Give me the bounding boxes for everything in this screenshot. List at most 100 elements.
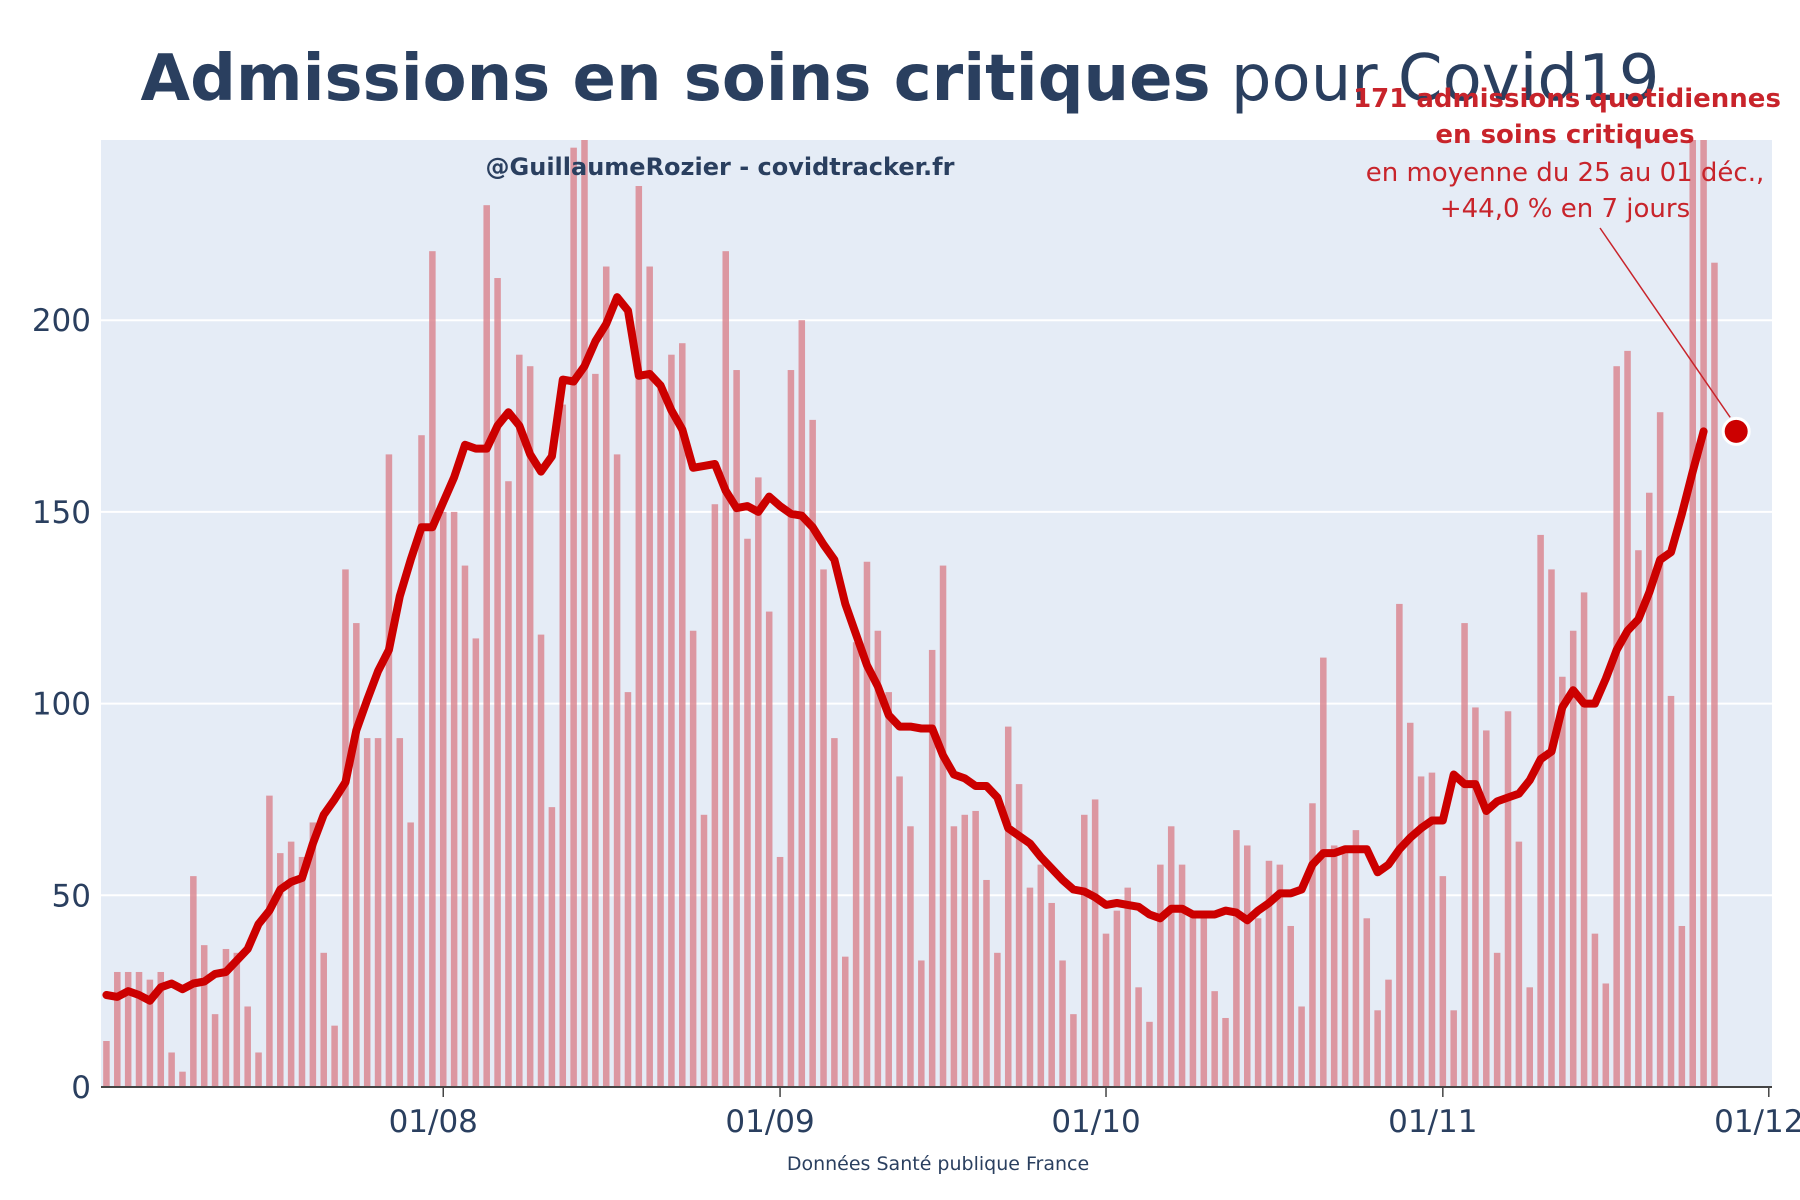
bar [1178,864,1186,1087]
bar [635,186,643,1087]
bar [287,841,295,1087]
bar [581,140,588,1087]
bar [863,561,871,1087]
bar [1081,814,1088,1087]
bar [1004,726,1012,1087]
highlight-point [1721,416,1751,446]
bar [624,692,632,1087]
bar [1298,1006,1305,1087]
title-regular: pour Covid19 [1211,42,1660,116]
bar [689,630,697,1087]
bar [1406,722,1414,1087]
bar [1624,350,1631,1087]
bar [602,266,610,1087]
bar [374,738,382,1087]
bar [429,251,436,1088]
bar [1646,492,1653,1087]
bar [765,611,773,1087]
bar [135,971,143,1087]
y-tick-label: 200 [32,303,91,339]
bar [1135,987,1142,1087]
bar [983,879,990,1087]
bar [309,822,317,1087]
bar [266,795,273,1087]
bar [1341,849,1349,1087]
bar [179,1071,186,1087]
bar [211,1014,219,1087]
bar [1526,987,1534,1087]
bar [657,389,664,1087]
bar [668,354,675,1087]
bar [1015,784,1023,1087]
bar [918,960,925,1087]
bar [516,354,523,1087]
bar [505,481,512,1088]
bar [483,205,490,1088]
annotation-line4: +44,0 % en 7 jours [1440,194,1690,224]
bar [124,971,132,1087]
bar [450,511,458,1087]
bar [1472,707,1479,1087]
annotation-arrow [1599,227,1731,418]
bar [928,649,936,1087]
bar [559,404,567,1087]
bar [526,366,534,1087]
bar [1330,845,1338,1087]
bar [1059,960,1066,1087]
x-tick-label: 01/12 [1714,1104,1800,1140]
bar [1537,534,1544,1087]
bar [820,569,827,1087]
bar [939,565,947,1087]
bar [222,948,230,1087]
bar [1048,902,1055,1087]
bar [1667,695,1675,1087]
bar [1243,845,1251,1087]
chart-title: Admissions en soins critiques pour Covid… [141,42,1660,116]
bar [396,738,404,1087]
bar [1711,262,1718,1088]
bar [700,814,708,1087]
bar [1146,1021,1153,1087]
bar [592,373,599,1087]
bar [146,979,154,1087]
bar [1559,676,1566,1087]
bar [646,266,653,1087]
bar [342,569,349,1087]
bar [157,971,165,1087]
bar [1483,730,1490,1087]
bar [972,810,979,1087]
bar [1211,991,1218,1087]
bar [1157,864,1164,1087]
bar [1026,887,1034,1087]
bar [233,952,241,1087]
bar [1678,925,1686,1087]
bar [994,952,1001,1087]
bar [744,538,751,1087]
bar [1309,803,1316,1087]
bar [439,511,447,1087]
bar [787,370,795,1087]
annotation-line3: en moyenne du 25 au 01 déc., [1366,158,1765,188]
bar [613,454,621,1087]
bar [1113,910,1121,1087]
bar [1656,412,1664,1087]
bar [1374,1010,1381,1087]
bar [1124,887,1132,1087]
bar [1233,830,1240,1087]
x-tick-label: 01/08 [389,1104,478,1140]
bar [733,370,740,1087]
bar [1222,1017,1229,1087]
bar [363,738,371,1087]
bar [1320,657,1327,1087]
y-tick-label: 100 [32,687,91,723]
bar [103,1040,110,1087]
bar [1580,592,1588,1087]
bar [1569,630,1577,1087]
bar [1515,841,1523,1087]
bar [1548,569,1555,1087]
bar [852,642,860,1087]
bar [841,956,849,1087]
bar [472,638,480,1087]
bar [385,454,393,1087]
